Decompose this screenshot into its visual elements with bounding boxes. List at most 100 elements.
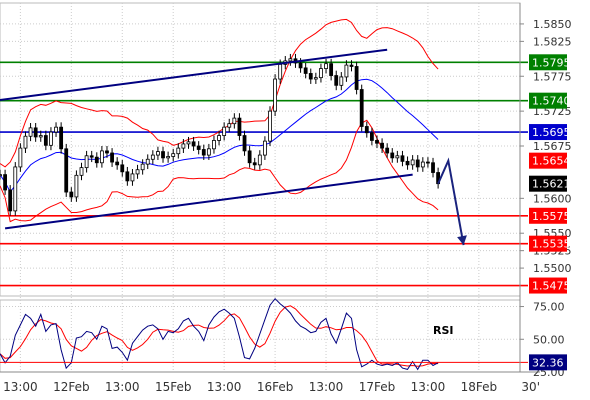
level-value-label: 1.5475 [532,280,571,293]
price-bar-body [385,147,390,154]
time-tick-label: 13:00 [411,380,446,394]
price-bar-body [273,78,277,112]
price-bar-body [222,126,227,136]
price-bar-body [420,161,425,168]
price-tick-label: 1.5850 [533,18,572,31]
level-value-box [529,277,567,294]
price-bar-body [339,76,344,86]
price-bar-body [257,154,262,166]
price-bar-body [130,173,135,182]
rsi-value-label: 32.36 [532,356,564,369]
rsi-label: RSI [433,324,454,337]
bollinger-lower-line [0,119,439,223]
price-bar-body [410,159,415,166]
time-tick-label: 13:00 [309,380,344,394]
price-panel-frame [0,2,521,297]
price-bar-body [181,143,186,149]
price-bar-body [390,152,395,159]
price-bar-body [186,141,191,145]
level-value-label: 1.5575 [532,210,571,223]
moving-average-line [0,78,439,193]
price-bar-body [395,155,400,159]
price-bar-body [156,151,160,156]
level-value-box [529,235,567,252]
price-bar-body [278,63,283,80]
price-bar-body [49,131,53,146]
time-tick-label: 18Feb [461,380,498,394]
price-bar-body [38,135,43,138]
price-bar-body [135,169,140,175]
price-bar-body [263,140,267,156]
time-tick-label: 13:00 [105,380,140,394]
price-bar-body [354,66,359,90]
price-tick-label: 1.5675 [533,140,572,153]
price-bar-body [145,158,150,165]
time-tick-label: 17Feb [359,380,396,394]
level-value-box [529,207,567,224]
level-value-label: 1.5740 [532,95,571,108]
level-value-label: 1.5695 [532,126,571,139]
price-bar-body [176,147,181,155]
time-tick-label: 16Feb [257,380,294,394]
projection-arrow-head [457,235,467,246]
price-bar-body [359,89,364,127]
price-bar-body [99,150,104,164]
price-bar-body [431,162,435,173]
price-bar-body [324,63,328,69]
price-bar-body [13,166,18,212]
time-tick-label: 13:00 [3,380,38,394]
price-bar-body [69,191,74,198]
price-bar-body [349,64,354,67]
price-bar-body [201,149,206,156]
level-value-box [529,152,567,169]
price-bar-body [426,161,430,164]
level-value-label: 1.5654 [532,155,571,168]
price-bar-body [364,126,369,134]
price-bar-body [3,174,7,191]
rsi-value-box [529,354,567,371]
price-tick-label: 1.5775 [533,70,572,83]
price-bar-body [405,160,410,166]
level-value-label: 1.5795 [532,56,571,69]
price-bar-body [232,117,237,125]
price-bar-body [380,142,384,149]
time-tick-label: 12Feb [53,380,90,394]
price-bar-body [89,155,94,158]
projection-arrow-line [437,157,465,246]
level-value-box [529,175,567,192]
level-value-box [529,124,567,141]
price-bar-body [140,163,145,171]
rsi-tick-label: 50.00 [533,333,565,346]
price-bar-body [400,155,405,162]
price-bar-body [110,152,114,163]
price-bar-body [171,153,176,157]
price-bar-body [212,140,216,150]
price-bar-body [115,161,120,166]
trend-channel-upper [0,48,388,101]
price-bar-body [74,174,79,198]
price-bar-body [369,132,374,141]
price-bar-body [375,140,379,144]
price-bar-body [329,63,334,76]
price-bar-body [84,155,89,169]
price-bar-body [64,148,69,193]
price-bar-body [217,135,221,141]
price-bar-body [319,68,323,79]
time-tick-label: 13:00 [207,380,242,394]
trend-channel-lower [4,173,413,230]
price-bar-body [8,189,13,212]
price-bar-body [191,141,196,147]
price-bar-body [120,164,125,173]
price-bar-body [242,135,247,152]
price-bar-body [334,75,339,86]
price-bar-body [23,135,28,149]
price-bar-body [54,126,58,133]
price-bar-body [150,154,155,160]
time-tick-label: 30' [521,380,540,394]
level-value-label: 1.5621 [532,178,571,191]
price-tick-label: 1.5825 [533,35,572,48]
price-bar-body [125,171,130,182]
price-bar-body [161,151,165,159]
